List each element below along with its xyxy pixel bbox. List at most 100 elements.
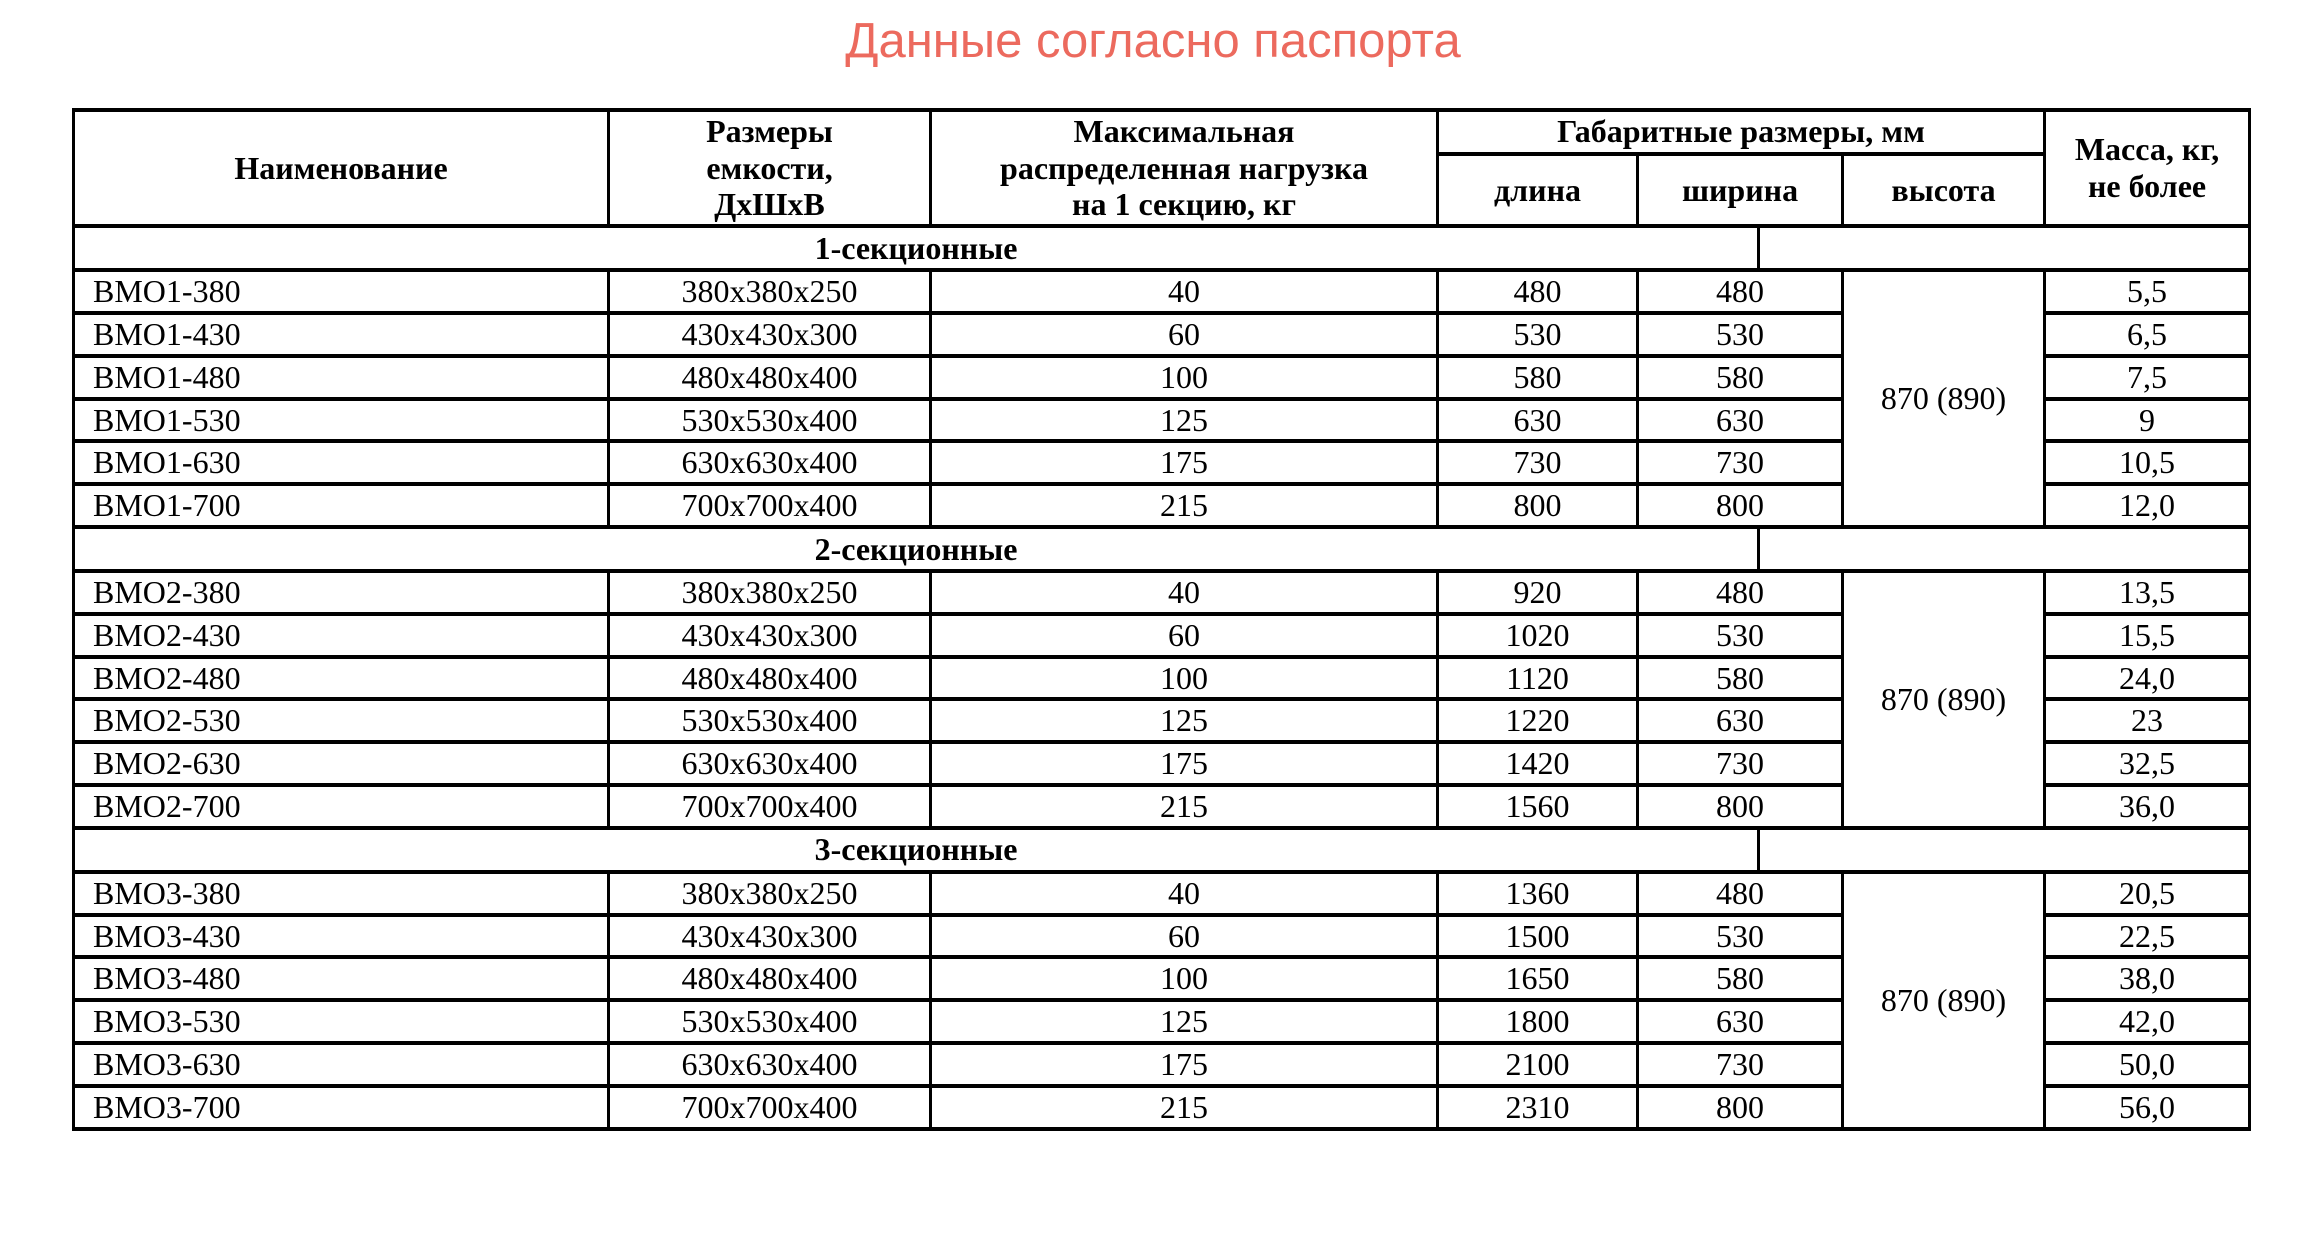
model-name-cell: ВМО1-430 <box>72 311 610 358</box>
length-cell: 1500 <box>1436 912 1639 960</box>
max-load-cell: 175 <box>929 1041 1439 1088</box>
col-header-container-dimensions: Размеры емкости, ДхШхВ <box>607 107 932 229</box>
section-title: 2-секционные <box>72 525 1760 574</box>
width-cell: 630 <box>1636 998 1844 1046</box>
model-name-cell: ВМО2-480 <box>72 654 610 702</box>
container-size-cell: 630х630х400 <box>607 740 932 788</box>
mass-cell: 20,5 <box>2043 869 2252 917</box>
height-merged-cell: 870 (890) <box>1840 869 2047 1131</box>
width-cell: 630 <box>1636 697 1844 745</box>
mass-cell: 15,5 <box>2043 611 2252 659</box>
model-name-cell: ВМО2-430 <box>72 611 610 659</box>
section-title: 1-секционные <box>72 224 1760 273</box>
container-size-cell: 630х630х400 <box>607 439 932 487</box>
container-size-cell: 700х700х400 <box>607 783 932 830</box>
col-header-height: высота <box>1840 151 2047 229</box>
section-header-row: 3-секционные <box>72 825 2252 874</box>
width-cell: 800 <box>1636 482 1844 530</box>
width-cell: 730 <box>1636 1041 1844 1088</box>
col-header-max-load: Максимальная распределенная нагрузка на … <box>929 107 1439 229</box>
height-merged-cell: 870 (890) <box>1840 569 2047 830</box>
mass-cell: 10,5 <box>2043 439 2252 487</box>
max-load-cell: 40 <box>929 268 1439 316</box>
width-cell: 480 <box>1636 268 1844 316</box>
col-header-mass: Масса, кг, не более <box>2043 107 2252 229</box>
container-size-cell: 430х430х300 <box>607 912 932 960</box>
container-size-cell: 700х700х400 <box>607 1083 932 1131</box>
model-name-cell: ВМО2-700 <box>72 783 610 830</box>
model-name-cell: ВМО3-380 <box>72 869 610 917</box>
model-name-cell: ВМО2-380 <box>72 569 610 616</box>
max-load-cell: 125 <box>929 697 1439 745</box>
max-load-cell: 125 <box>929 396 1439 444</box>
length-cell: 920 <box>1436 569 1639 616</box>
model-name-cell: ВМО3-530 <box>72 998 610 1046</box>
container-size-cell: 530х530х400 <box>607 396 932 444</box>
mass-cell: 22,5 <box>2043 912 2252 960</box>
container-size-cell: 530х530х400 <box>607 998 932 1046</box>
container-size-cell: 630х630х400 <box>607 1041 932 1088</box>
table-row: ВМО1-430 430х430х300 60 530 530 6,5 <box>72 311 2252 358</box>
table-row: ВМО1-480 480х480х400 100 580 580 7,5 <box>72 353 2252 401</box>
mass-cell: 42,0 <box>2043 998 2252 1046</box>
header-row-sub: длина ширина высота <box>74 151 2250 229</box>
width-cell: 730 <box>1636 740 1844 788</box>
col-header-name: Наименование <box>72 107 610 229</box>
length-cell: 1800 <box>1436 998 1639 1046</box>
model-name-cell: ВМО1-700 <box>72 482 610 530</box>
model-name-cell: ВМО3-700 <box>72 1083 610 1131</box>
table-row: ВМО1-530 530х530х400 125 630 630 9 <box>72 396 2252 444</box>
section-title: 3-секционные <box>72 825 1760 874</box>
width-cell: 530 <box>1636 611 1844 659</box>
length-cell: 480 <box>1436 268 1639 316</box>
max-load-cell: 60 <box>929 311 1439 358</box>
container-size-cell: 480х480х400 <box>607 955 932 1003</box>
table-row: ВМО3-480 480х480х400 100 1650 580 38,0 <box>72 955 2252 1003</box>
section-header-spacer-cell <box>1756 825 2252 874</box>
max-load-cell: 40 <box>929 869 1439 917</box>
mass-cell: 56,0 <box>2043 1083 2252 1131</box>
model-name-cell: ВМО1-380 <box>72 268 610 316</box>
section-header-row: 1-секционные <box>72 224 2252 273</box>
page-title: Данные согласно паспорта <box>845 14 1461 68</box>
container-size-cell: 480х480х400 <box>607 353 932 401</box>
length-cell: 1360 <box>1436 869 1639 917</box>
length-cell: 730 <box>1436 439 1639 487</box>
model-name-cell: ВМО3-480 <box>72 955 610 1003</box>
max-load-cell: 60 <box>929 912 1439 960</box>
table-row: ВМО2-530 530х530х400 125 1220 630 23 <box>72 697 2252 745</box>
max-load-cell: 175 <box>929 439 1439 487</box>
max-load-cell: 60 <box>929 611 1439 659</box>
table-row: ВМО1-700 700х700х400 215 800 800 12,0 <box>72 482 2252 530</box>
col-header-length: длина <box>1436 151 1639 229</box>
container-size-cell: 380х380х250 <box>607 569 932 616</box>
document-page: Данные согласно паспорта Наименование Ра… <box>0 14 2306 1234</box>
mass-cell: 23 <box>2043 697 2252 745</box>
height-merged-cell: 870 (890) <box>1840 268 2047 530</box>
mass-cell: 50,0 <box>2043 1041 2252 1088</box>
table-row: ВМО3-700 700х700х400 215 2310 800 56,0 <box>72 1083 2252 1131</box>
container-size-cell: 530х530х400 <box>607 697 932 745</box>
model-name-cell: ВМО1-530 <box>72 396 610 444</box>
length-cell: 1120 <box>1436 654 1639 702</box>
width-cell: 800 <box>1636 783 1844 830</box>
length-cell: 1560 <box>1436 783 1639 830</box>
width-cell: 580 <box>1636 654 1844 702</box>
max-load-cell: 100 <box>929 353 1439 401</box>
mass-cell: 6,5 <box>2043 311 2252 358</box>
container-size-cell: 700х700х400 <box>607 482 932 530</box>
section-header-row: 2-секционные <box>72 525 2252 574</box>
width-cell: 800 <box>1636 1083 1844 1131</box>
table-row: ВМО3-380 380х380х250 40 1360 480 870 (890) 20,… <box>72 869 2252 1131</box>
length-cell: 2100 <box>1436 1041 1639 1088</box>
container-size-cell: 380х380х250 <box>607 869 932 917</box>
model-name-cell: ВМО3-430 <box>72 912 610 960</box>
model-name-cell: ВМО1-480 <box>72 353 610 401</box>
width-cell: 480 <box>1636 569 1844 616</box>
mass-cell: 9 <box>2043 396 2252 444</box>
table-row: ВМО1-380 380х380х250 40 480 480 870 (890) 5,5 <box>72 268 2252 530</box>
section-header-spacer-cell <box>1756 224 2252 273</box>
table-row: ВМО2-700 700х700х400 215 1560 800 36,0 <box>72 783 2252 830</box>
max-load-cell: 100 <box>929 955 1439 1003</box>
length-cell: 1420 <box>1436 740 1639 788</box>
